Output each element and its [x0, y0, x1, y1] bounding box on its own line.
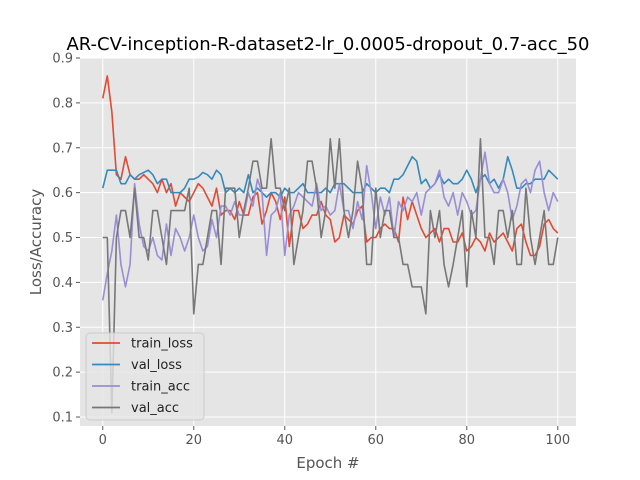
series-line-val-acc — [102, 137, 559, 414]
y-tick-label: 0.5 — [52, 231, 73, 246]
y-tick-label: 0.7 — [52, 141, 73, 156]
x-tick-label: 80 — [459, 433, 476, 448]
chart-title: AR-CV-inception-R-dataset2-lr_0.0005-dro… — [66, 34, 589, 55]
legend-items: train_loss val_loss train_acc val_acc — [92, 337, 193, 416]
series-lines — [101, 75, 559, 414]
x-tick-label: 20 — [185, 433, 202, 448]
grid — [80, 57, 576, 426]
x-tick-label: 100 — [545, 433, 570, 448]
y-tick-label: 0.4 — [52, 276, 73, 291]
legend-box — [85, 332, 205, 421]
y-tick-label: 0.2 — [52, 366, 73, 381]
legend-label-val-loss: val_loss — [131, 358, 182, 373]
axis-ticks: 0 20 40 60 80 100 0.1 0.2 0.3 0.4 0.5 0.6 0.7 0.8 0.9 — [52, 52, 570, 449]
legend-label-train-loss: train_loss — [131, 337, 193, 352]
legend-label-val-acc: val_acc — [131, 401, 179, 416]
x-tick-label: 60 — [368, 433, 385, 448]
y-tick-label: 0.6 — [52, 186, 73, 201]
y-tick-label: 0.9 — [52, 52, 73, 67]
x-tick-label: 40 — [276, 433, 293, 448]
x-tick-label: 0 — [99, 433, 107, 448]
y-tick-label: 0.8 — [52, 96, 73, 111]
y-axis-label: Loss/Accuracy — [27, 189, 45, 296]
y-tick-label: 0.3 — [52, 321, 73, 336]
x-axis-label: Epoch # — [296, 454, 359, 472]
legend: train_loss val_loss train_acc val_acc — [85, 332, 205, 421]
legend-label-train-acc: train_acc — [131, 380, 190, 395]
y-tick-label: 0.1 — [52, 411, 73, 426]
series-line-train-loss — [101, 75, 559, 257]
